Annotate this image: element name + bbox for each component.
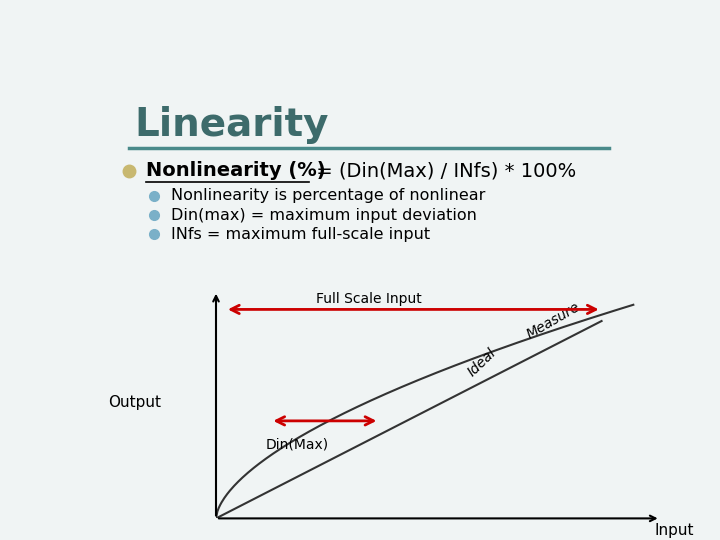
Text: Measure: Measure	[524, 300, 582, 342]
Text: Din(max) = maximum input deviation: Din(max) = maximum input deviation	[171, 208, 477, 223]
Text: Linearity: Linearity	[135, 106, 329, 144]
Text: INfs = maximum full-scale input: INfs = maximum full-scale input	[171, 227, 430, 242]
Text: Output: Output	[108, 395, 161, 410]
Text: Input: Input	[654, 523, 694, 537]
Text: Nonlinearity is percentage of nonlinear: Nonlinearity is percentage of nonlinear	[171, 188, 485, 203]
Text: Full Scale Input: Full Scale Input	[316, 292, 421, 306]
Text: = (Din(Max) / INfs) * 100%: = (Din(Max) / INfs) * 100%	[310, 161, 577, 180]
Text: Din(Max): Din(Max)	[266, 437, 329, 451]
Text: Nonlinearity (%): Nonlinearity (%)	[145, 161, 325, 180]
Text: Ideal: Ideal	[465, 346, 500, 379]
